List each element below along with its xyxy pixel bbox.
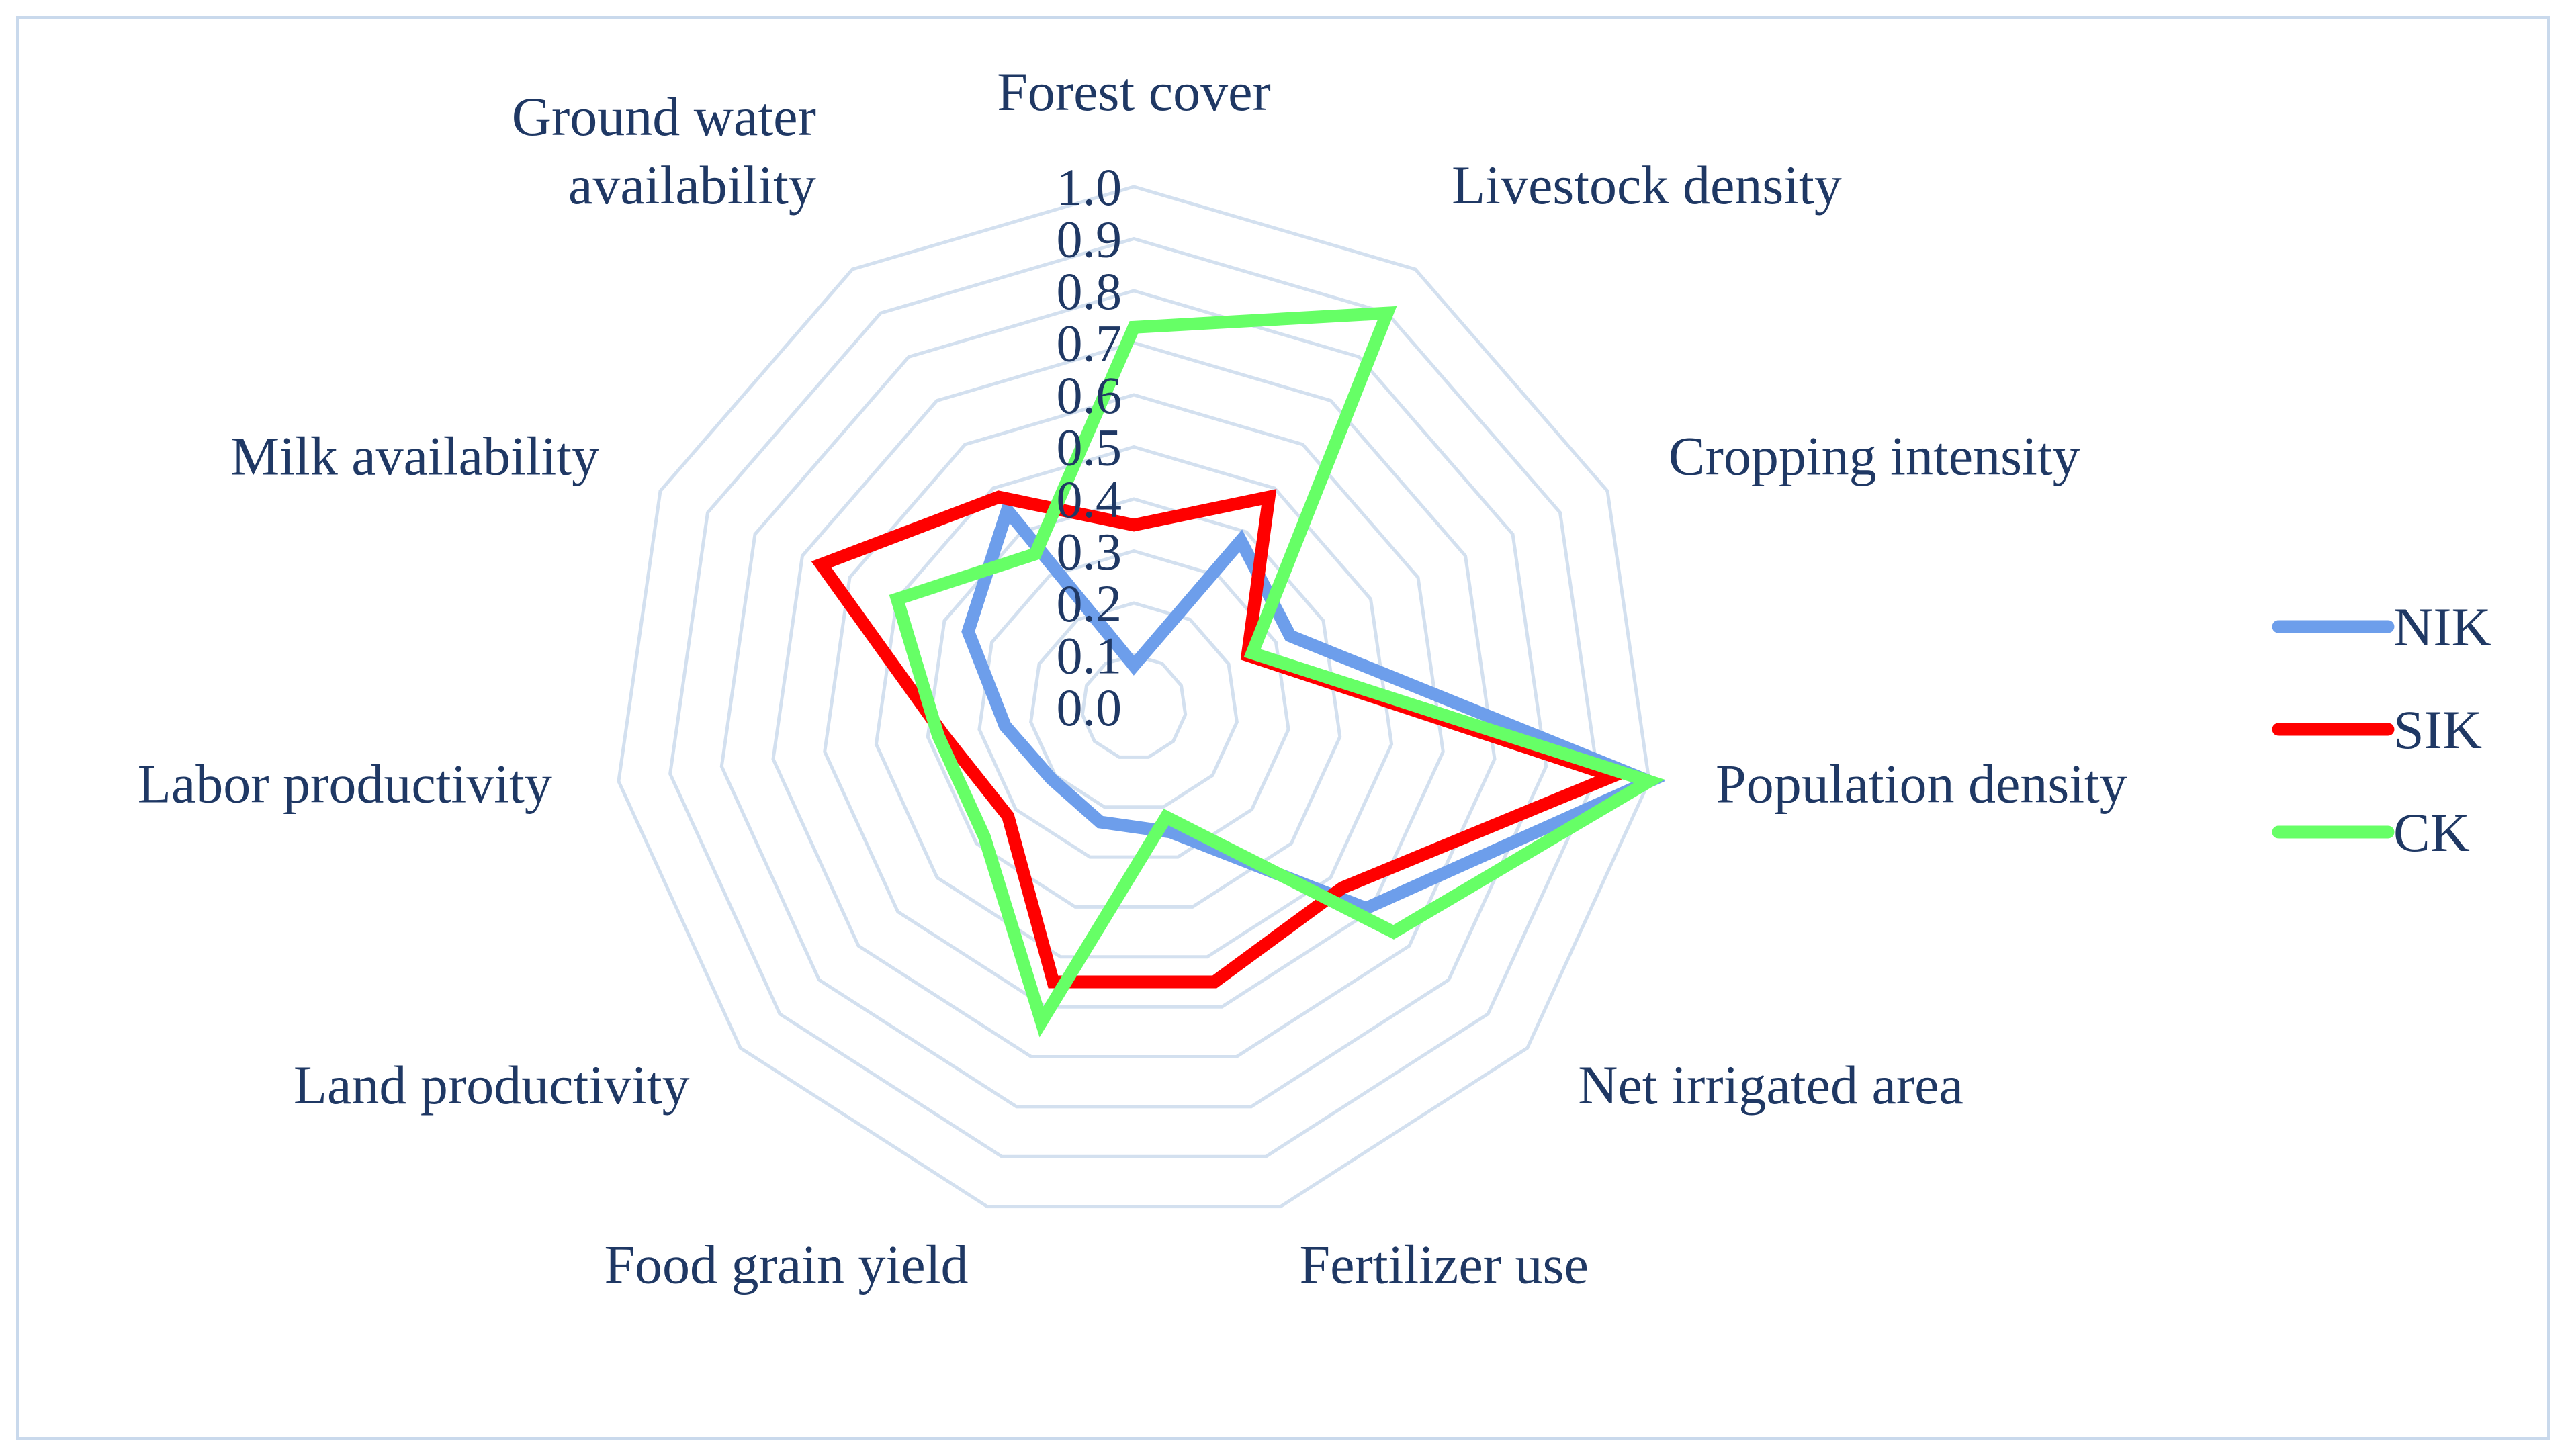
tick-label-0-7: 0.7 <box>1057 314 1122 373</box>
grid-ring-9 <box>668 236 1599 1158</box>
radar-series <box>811 306 1666 1038</box>
grid-ring-1 <box>1080 653 1188 759</box>
category-label-ground-water-availability: Ground water availability <box>512 86 816 216</box>
category-label-fertilizer-use: Fertilizer use <box>1300 1234 1589 1295</box>
category-label-milk-availability: Milk availability <box>230 426 599 487</box>
radial-axis-ticks: 0.00.10.20.30.40.50.60.70.80.91.0 <box>1057 158 1122 737</box>
chart-frame <box>16 16 2550 1440</box>
radar-grid <box>617 185 1651 1209</box>
grid-ring-4 <box>926 497 1342 909</box>
category-labels: Forest cover Livestock density Cropping in… <box>138 61 2127 1295</box>
grid-ring-2 <box>1029 601 1239 809</box>
category-label-net-irrigated-area: Net irrigated area <box>1578 1054 1963 1116</box>
grid-ring-8 <box>719 289 1548 1109</box>
series-line-nik <box>961 497 1666 915</box>
grid-ring-5 <box>874 445 1394 959</box>
tick-label-0-2: 0.2 <box>1057 574 1122 633</box>
category-label-forest-cover: Forest cover <box>997 61 1271 122</box>
grid-ring-7 <box>771 340 1497 1058</box>
grid-ring-6 <box>823 393 1445 1009</box>
category-label-cropping-intensity: Cropping intensity <box>1669 426 2080 487</box>
legend-label-ck: CK <box>2393 802 2470 863</box>
category-label-livestock-density: Livestock density <box>1452 154 1842 216</box>
legend: NIK SIK CK <box>2272 596 2491 863</box>
tick-label-0-4: 0.4 <box>1057 470 1122 529</box>
tick-label-0-5: 0.5 <box>1057 418 1122 477</box>
tick-label-0-1: 0.1 <box>1057 627 1122 685</box>
category-label-population-density: Population density <box>1716 754 2127 815</box>
category-label-land-productivity: Land productivity <box>294 1054 690 1116</box>
tick-label-1-0: 1.0 <box>1057 158 1122 216</box>
grid-ring-3 <box>977 549 1290 859</box>
tick-label-0-3: 0.3 <box>1057 522 1122 581</box>
category-label-food-grain-yield: Food grain yield <box>604 1234 968 1295</box>
tick-label-0-0: 0.0 <box>1057 678 1122 737</box>
grid-ring-10 <box>617 185 1651 1209</box>
tick-label-0-6: 0.6 <box>1057 366 1122 424</box>
tick-label-0-8: 0.8 <box>1057 262 1122 320</box>
category-label-labor-productivity: Labor productivity <box>138 754 552 815</box>
legend-label-sik: SIK <box>2393 699 2482 760</box>
series-line-sik <box>811 489 1632 989</box>
tick-label-0-9: 0.9 <box>1057 210 1122 269</box>
series-line-ck <box>889 306 1665 1038</box>
legend-label-nik: NIK <box>2393 596 2491 657</box>
